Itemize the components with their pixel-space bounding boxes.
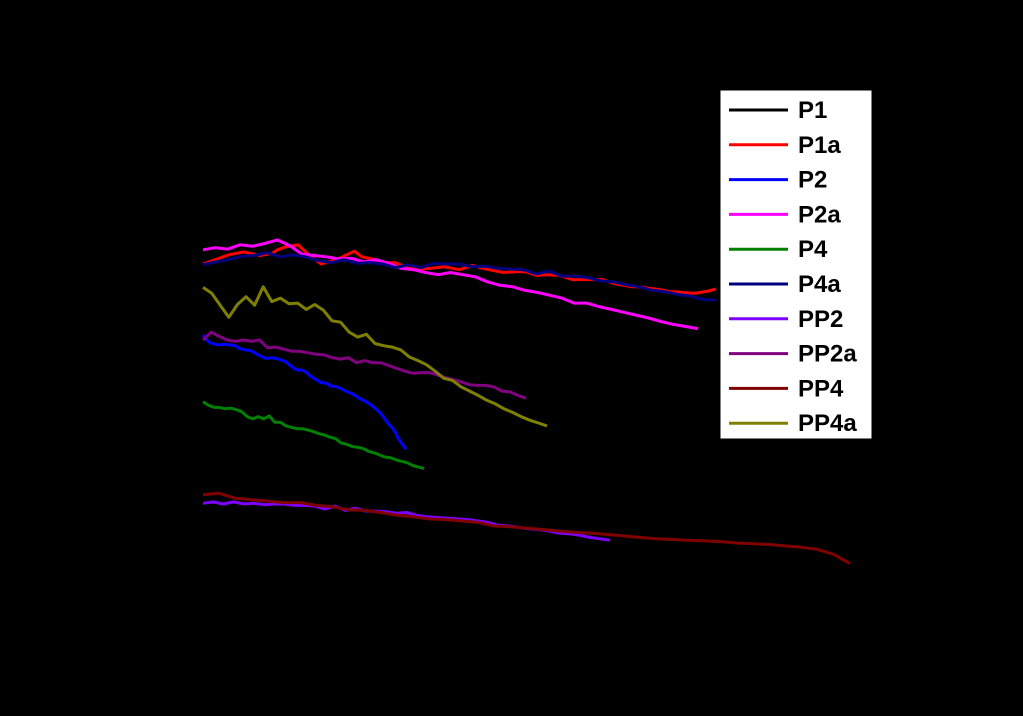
- legend-label-pp2: PP2: [798, 306, 843, 333]
- legend-label-p4a: P4a: [798, 271, 841, 298]
- legend-label-p4: P4: [798, 236, 828, 263]
- legend-label-p1: P1: [798, 97, 827, 124]
- series-line-p4: [202, 400, 425, 470]
- legend: P1 P1a P2 P2a P4 P4a PP2 PP2a PP4 PP4a: [719, 89, 873, 440]
- series-line-pp2a: [201, 330, 527, 400]
- series-line-p2a: [202, 238, 699, 331]
- series-line-p2: [201, 334, 408, 451]
- legend-label-p1a: P1a: [798, 132, 841, 159]
- legend-label-p2: P2: [798, 167, 827, 194]
- series-line-pp4: [202, 491, 851, 565]
- legend-label-pp2a: PP2a: [798, 341, 857, 368]
- series-line-pp4a: [202, 285, 548, 428]
- legend-box: [719, 89, 873, 440]
- legend-label-pp4: PP4: [798, 375, 844, 402]
- series-line-p4a: [202, 251, 717, 302]
- legend-label-pp4a: PP4a: [798, 410, 857, 437]
- series-layer: [201, 238, 851, 565]
- legend-label-p2a: P2a: [798, 201, 841, 228]
